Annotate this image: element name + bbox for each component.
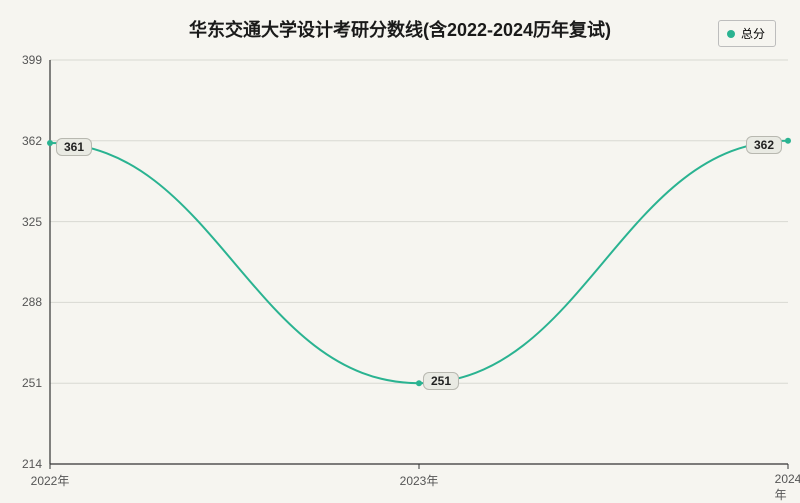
data-point-label: 251: [423, 372, 459, 390]
x-tick-label: 2023年: [400, 472, 439, 489]
y-tick-label: 251: [22, 376, 42, 390]
y-tick-label: 325: [22, 215, 42, 229]
data-point-label: 361: [56, 138, 92, 156]
data-point-label: 362: [746, 136, 782, 154]
y-tick-label: 288: [22, 295, 42, 309]
y-tick-label: 214: [22, 457, 42, 471]
chart-container: 华东交通大学设计考研分数线(含2022-2024历年复试) 总分 214 251 2…: [0, 0, 800, 500]
legend-marker-icon: [727, 30, 735, 38]
plot-svg: [50, 60, 788, 464]
y-tick-label: 362: [22, 134, 42, 148]
legend-label: 总分: [741, 25, 765, 42]
y-tick-label: 399: [22, 53, 42, 67]
legend: 总分: [718, 20, 776, 47]
plot-area: 2142512883253623992022年2023年2024年3612513…: [50, 60, 788, 464]
chart-title: 华东交通大学设计考研分数线(含2022-2024历年复试): [0, 16, 800, 42]
x-tick-label: 2024年: [775, 472, 800, 503]
x-tick-label: 2022年: [31, 472, 70, 489]
